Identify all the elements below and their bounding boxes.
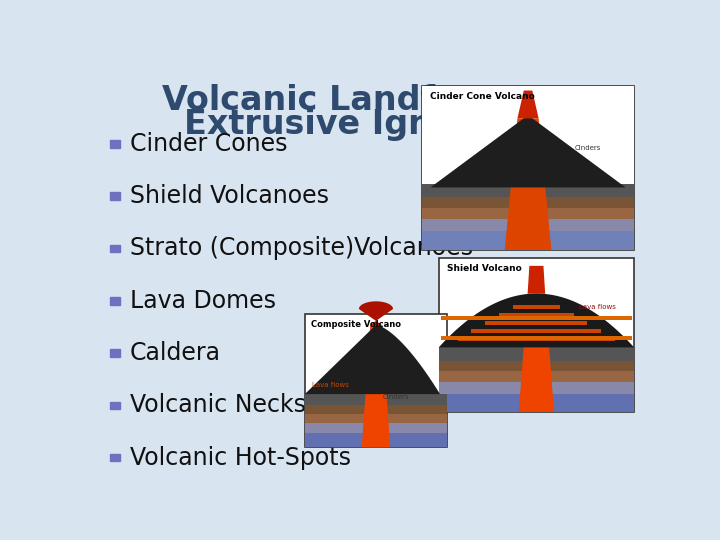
Polygon shape bbox=[373, 374, 432, 383]
Polygon shape bbox=[519, 294, 554, 412]
FancyBboxPatch shape bbox=[438, 371, 634, 382]
Text: Lava flows: Lava flows bbox=[580, 305, 616, 310]
FancyBboxPatch shape bbox=[438, 347, 634, 361]
Text: Strato (Composite)Volcanoes: Strato (Composite)Volcanoes bbox=[130, 237, 472, 260]
FancyBboxPatch shape bbox=[305, 406, 447, 414]
FancyBboxPatch shape bbox=[422, 197, 634, 208]
Polygon shape bbox=[441, 316, 632, 320]
Bar bbox=[109, 192, 120, 200]
Text: Shield Volcanoes: Shield Volcanoes bbox=[130, 184, 328, 208]
Bar bbox=[109, 245, 120, 252]
Polygon shape bbox=[361, 325, 390, 447]
FancyBboxPatch shape bbox=[438, 394, 634, 412]
FancyBboxPatch shape bbox=[438, 361, 634, 371]
Text: Caldera: Caldera bbox=[130, 341, 220, 365]
Polygon shape bbox=[528, 266, 545, 294]
FancyBboxPatch shape bbox=[422, 184, 634, 197]
FancyBboxPatch shape bbox=[422, 85, 634, 187]
Polygon shape bbox=[359, 301, 393, 325]
Bar bbox=[109, 454, 120, 462]
Text: Composite Volcano: Composite Volcano bbox=[310, 320, 400, 329]
Text: Volcanic Hot-Spots: Volcanic Hot-Spots bbox=[130, 446, 351, 470]
Polygon shape bbox=[422, 117, 634, 187]
Text: Volcanic Landforms:: Volcanic Landforms: bbox=[162, 84, 542, 117]
Polygon shape bbox=[505, 118, 552, 250]
FancyBboxPatch shape bbox=[422, 208, 634, 219]
Polygon shape bbox=[485, 321, 588, 325]
FancyBboxPatch shape bbox=[305, 414, 447, 423]
Polygon shape bbox=[472, 329, 601, 333]
Bar bbox=[109, 402, 120, 409]
FancyBboxPatch shape bbox=[422, 231, 634, 250]
Text: Cinder Cones: Cinder Cones bbox=[130, 132, 287, 156]
FancyBboxPatch shape bbox=[438, 258, 634, 412]
FancyBboxPatch shape bbox=[305, 433, 447, 447]
Text: Lava flows: Lava flows bbox=[312, 382, 348, 388]
FancyBboxPatch shape bbox=[305, 314, 447, 447]
FancyBboxPatch shape bbox=[305, 394, 447, 406]
Text: Cinders: Cinders bbox=[383, 394, 410, 400]
FancyBboxPatch shape bbox=[305, 423, 447, 433]
Polygon shape bbox=[499, 313, 574, 316]
Text: Lava Domes: Lava Domes bbox=[130, 289, 276, 313]
Bar bbox=[109, 349, 120, 357]
FancyBboxPatch shape bbox=[422, 85, 634, 250]
Bar bbox=[109, 140, 120, 147]
Polygon shape bbox=[518, 91, 539, 118]
Polygon shape bbox=[438, 294, 634, 347]
Polygon shape bbox=[320, 374, 379, 383]
Text: Extrusive Igneous: Extrusive Igneous bbox=[184, 109, 521, 141]
Text: Cinder Cone Volcano: Cinder Cone Volcano bbox=[431, 92, 535, 101]
Text: Cinders: Cinders bbox=[575, 145, 601, 151]
Polygon shape bbox=[513, 305, 559, 308]
FancyBboxPatch shape bbox=[422, 219, 634, 231]
Polygon shape bbox=[457, 338, 616, 341]
Text: Volcanic Necks: Volcanic Necks bbox=[130, 394, 305, 417]
Polygon shape bbox=[441, 336, 632, 340]
Text: Shield Volcano: Shield Volcano bbox=[446, 264, 521, 273]
Bar bbox=[109, 297, 120, 305]
FancyBboxPatch shape bbox=[438, 382, 634, 394]
